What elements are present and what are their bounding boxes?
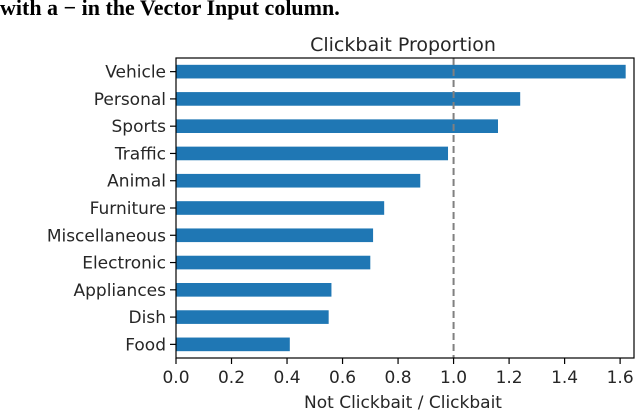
x-tick-label-1-6: 1.6 [607,368,634,388]
y-tick-label-appliances: Appliances [73,281,166,301]
x-tick-label-1-4: 1.4 [551,368,578,388]
bar-food [176,337,290,352]
y-tick-label-furniture: Furniture [90,199,166,219]
bar-appliances [176,283,332,297]
bar-animal [176,173,421,188]
y-tick-label-vehicle: Vehicle [105,63,166,83]
y-tick-label-sports: Sports [112,117,167,137]
y-tick-label-electronic: Electronic [82,254,166,274]
bar-miscellaneous [176,228,374,243]
bar-furniture [176,201,385,215]
x-tick-label-0-6: 0.6 [329,368,356,388]
axes-layer: Vehicle Personal Sports Traffic Animal Furnit… [47,57,635,388]
y-tick-label-animal: Animal [107,172,166,192]
caption-fragment: with a − in the Vector Input column. [0,0,340,20]
y-tick-label-traffic: Traffic [114,144,166,164]
x-tick-label-0-0: 0.0 [162,368,189,388]
bar-dish [176,310,329,324]
bar-traffic [176,146,449,161]
bar-personal [176,92,521,106]
x-tick-label-0-8: 0.8 [385,368,412,388]
x-tick-label-0-2: 0.2 [218,368,245,388]
chart-title: Clickbait Proportion [310,34,496,56]
y-tick-label-miscellaneous: Miscellaneous [47,226,166,246]
x-tick-label-1-2: 1.2 [496,368,523,388]
y-tick-label-food: Food [125,335,166,355]
bar-sports [176,119,498,133]
plot-frame [175,57,635,359]
y-tick-label-dish: Dish [129,308,166,328]
x-axis-label: Not Clickbait / Clickbait [304,393,502,410]
x-tick-label-0-4: 0.4 [274,368,301,388]
y-tick-label-personal: Personal [94,90,166,110]
bar-vehicle [176,64,626,79]
bars-layer [176,64,626,352]
x-tick-label-1-0: 1.0 [440,368,467,388]
bar-electronic [176,255,371,270]
